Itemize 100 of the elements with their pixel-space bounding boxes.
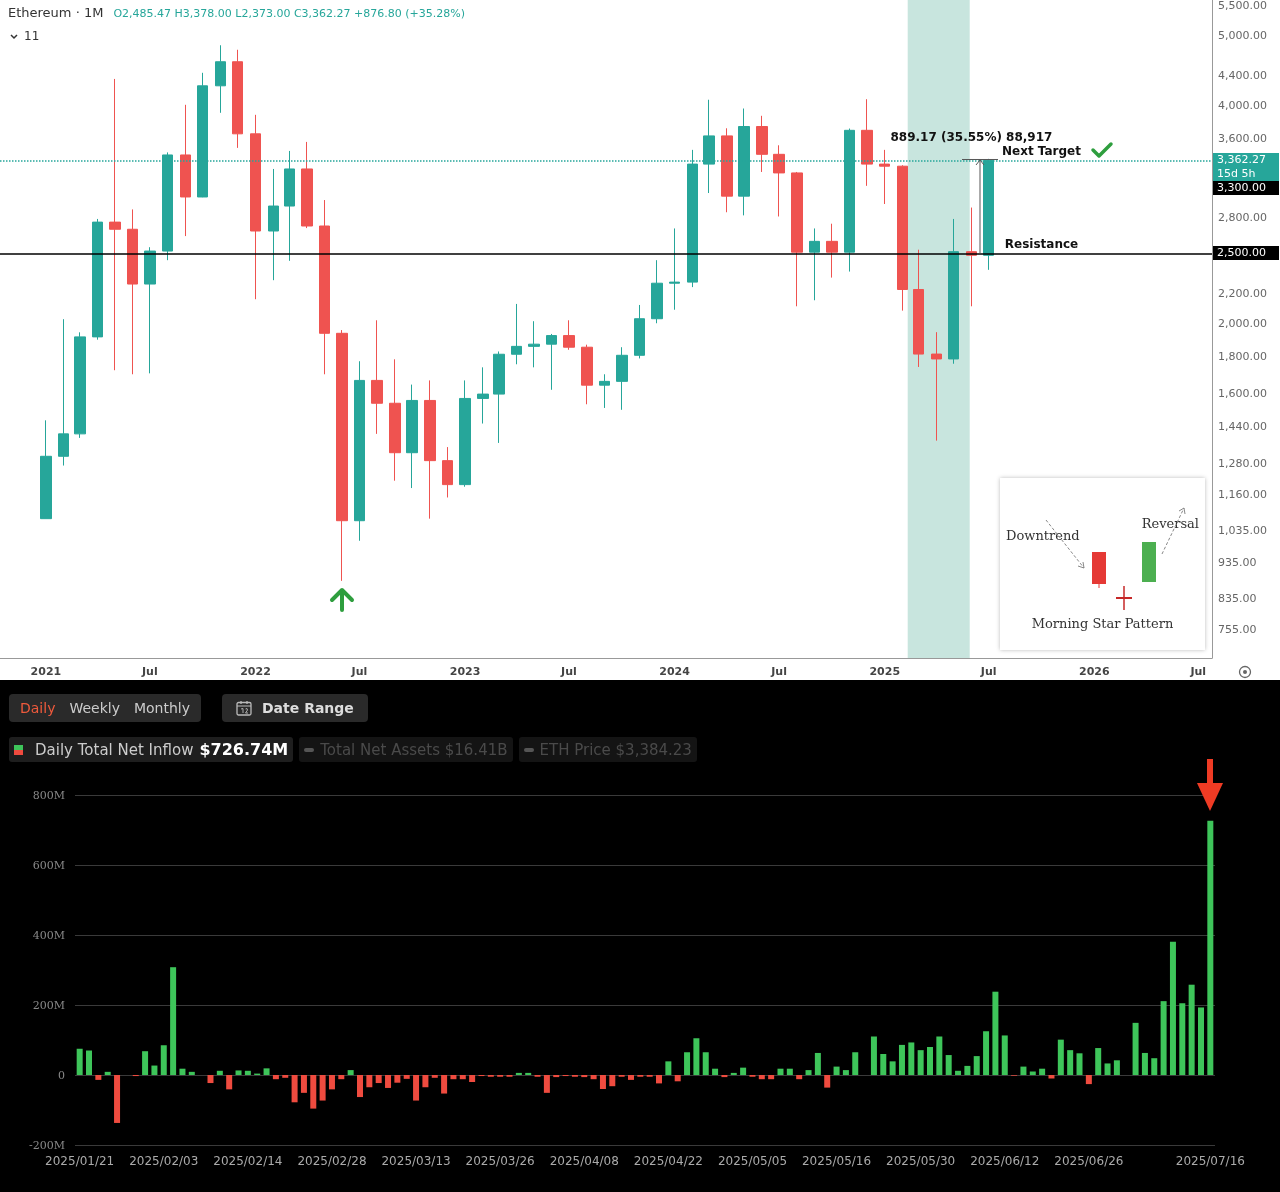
candlestick — [250, 114, 261, 300]
candlestick — [109, 78, 121, 371]
candlestick — [144, 246, 156, 374]
x-tick-label: 2025/06/12 — [970, 1154, 1040, 1168]
candlestick — [40, 419, 52, 520]
text: Daily — [19, 700, 57, 716]
bar — [1048, 1075, 1055, 1079]
bar — [263, 1068, 270, 1075]
bar — [1113, 1060, 1120, 1075]
candlestick — [826, 223, 838, 279]
bar — [796, 1075, 803, 1080]
bar — [674, 1075, 681, 1082]
y-tick-label: 5,000.00 — [1218, 29, 1267, 43]
bar — [1057, 1039, 1064, 1075]
candlestick — [581, 344, 593, 405]
x-tick-label: 2025/07/16 — [1175, 1154, 1245, 1168]
y-tick-label: 1,035.00 — [1218, 524, 1267, 538]
bar — [385, 1075, 392, 1088]
bar — [207, 1075, 214, 1084]
text: 15d 5h — [1213, 167, 1279, 182]
y-tick-label: 200M — [32, 998, 65, 1012]
bar — [581, 1075, 588, 1078]
bar — [431, 1075, 438, 1078]
bar — [291, 1075, 298, 1103]
bar — [908, 1042, 915, 1075]
y-tick-label: 1,440.00 — [1218, 420, 1267, 434]
bar — [955, 1070, 962, 1075]
bar — [338, 1075, 345, 1080]
bar — [917, 1050, 924, 1075]
y-tick-label: 600M — [32, 858, 65, 872]
candlestick — [879, 149, 890, 205]
bar — [1001, 1035, 1008, 1075]
bar — [1197, 1007, 1204, 1075]
candlestick — [546, 333, 557, 391]
y-tick-label: 2,800.00 — [1218, 211, 1267, 225]
bar — [179, 1068, 186, 1075]
text: 3,300.00 — [1213, 181, 1279, 196]
x-tick-label: 2025/06/26 — [1054, 1154, 1124, 1168]
candlestick — [773, 144, 785, 217]
candlestick — [301, 141, 313, 229]
candlestick — [599, 373, 610, 409]
bar — [450, 1075, 457, 1080]
bar — [1141, 1052, 1148, 1075]
bar — [1039, 1068, 1046, 1075]
x-tick-label: 2025/04/08 — [549, 1154, 619, 1168]
candlestick — [913, 249, 924, 368]
candlestick — [459, 379, 471, 488]
bar — [403, 1075, 410, 1079]
bar — [945, 1055, 952, 1075]
bar — [300, 1075, 307, 1093]
bar — [1104, 1063, 1111, 1075]
candlestick — [74, 331, 86, 439]
bar — [114, 1075, 121, 1123]
x-tick-label: Jul — [979, 665, 997, 678]
bar — [170, 967, 177, 1075]
bar — [413, 1075, 420, 1101]
bar — [86, 1050, 93, 1075]
x-tick-label: 2025/02/03 — [129, 1154, 199, 1168]
x-tick-label: 2025/05/30 — [886, 1154, 956, 1168]
y-tick-label: 0 — [58, 1068, 65, 1082]
bar — [525, 1072, 532, 1075]
x-tick-label: 2025/02/28 — [297, 1154, 367, 1168]
legend-label: Daily Total Net Inflow — [35, 740, 194, 759]
bar — [833, 1066, 840, 1075]
candlestick — [215, 44, 226, 114]
bar — [76, 1048, 83, 1075]
bar — [889, 1061, 896, 1075]
bar — [553, 1075, 560, 1078]
bar — [758, 1075, 765, 1080]
candlestick — [616, 346, 628, 411]
chart-title: Ethereum · 1M — [8, 5, 104, 20]
candlestick — [424, 379, 436, 520]
x-tick-label: 2025/03/13 — [381, 1154, 451, 1168]
y-tick-label: 835.00 — [1218, 591, 1257, 605]
bar — [992, 991, 999, 1075]
x-tick-label: 2025/03/26 — [465, 1154, 535, 1168]
candlestick — [634, 304, 645, 359]
bar — [983, 1031, 990, 1075]
bar — [543, 1075, 550, 1093]
annotation: Reversal — [1141, 516, 1199, 531]
candlestick — [651, 259, 663, 324]
candlestick — [371, 319, 383, 435]
y-tick-label: 935.00 — [1218, 556, 1257, 570]
x-tick-label: 2025 — [869, 665, 901, 678]
bar — [226, 1075, 233, 1090]
bar — [1132, 1022, 1139, 1075]
bar — [777, 1068, 784, 1075]
candlestick — [232, 49, 243, 149]
candlestick — [406, 384, 418, 489]
bar — [721, 1075, 728, 1078]
bar — [684, 1052, 691, 1075]
x-tick-label: 2025/04/22 — [633, 1154, 703, 1168]
bar — [1169, 941, 1176, 1075]
bar — [665, 1061, 672, 1075]
bar — [702, 1052, 709, 1075]
x-tick-label: 2024 — [659, 665, 691, 678]
candlestick — [756, 115, 768, 173]
bar — [347, 1070, 354, 1075]
bar — [1151, 1058, 1158, 1075]
candlestick — [791, 171, 803, 307]
